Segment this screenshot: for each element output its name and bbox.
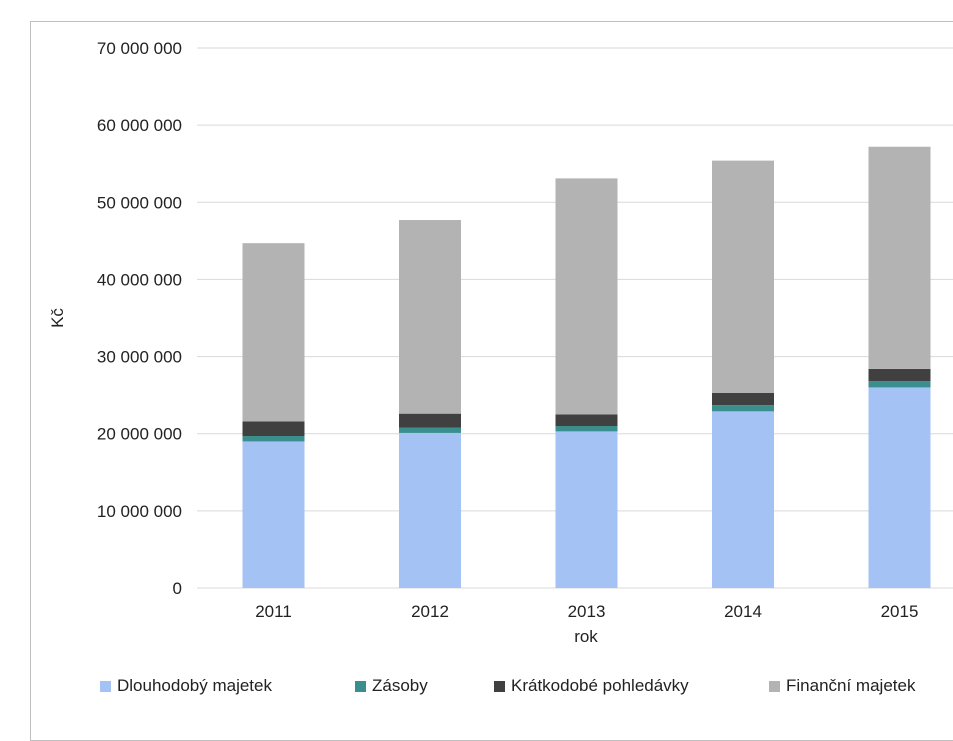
bar-segment	[712, 160, 774, 393]
legend-swatch	[100, 680, 111, 692]
x-tick-label: 2012	[411, 602, 449, 621]
legend-label: Krátkodobé pohledávky	[511, 676, 689, 695]
y-tick-label: 50 000 000	[97, 193, 182, 212]
x-axis-title: rok	[574, 627, 598, 646]
x-tick-label: 2013	[568, 602, 606, 621]
bars	[242, 146, 931, 588]
legend-item: Dlouhodobý majetek	[100, 676, 272, 696]
y-tick-label: 70 000 000	[97, 39, 182, 58]
bar-segment	[399, 220, 461, 414]
y-axis-title: Kč	[48, 308, 67, 328]
legend-swatch	[494, 680, 505, 692]
bar-segment	[242, 421, 305, 437]
bar-segment	[555, 178, 618, 415]
bar-segment	[242, 436, 305, 442]
y-tick-label: 0	[173, 579, 182, 598]
bar-segment	[868, 387, 931, 588]
y-tick-label: 10 000 000	[97, 502, 182, 521]
bar-segment	[712, 405, 774, 412]
bar-segment	[555, 414, 618, 426]
bar-segment	[399, 432, 461, 588]
bar-segment	[555, 431, 618, 588]
y-axis-tick-labels: 0 10 000 000 20 000 000 30 000 000 40 000 00…	[97, 39, 182, 598]
legend-item: Zásoby	[355, 676, 428, 696]
y-tick-label: 40 000 000	[97, 270, 182, 289]
legend-label: Zásoby	[372, 676, 428, 695]
x-tick-label: 2014	[724, 602, 762, 621]
bar-segment	[399, 413, 461, 428]
legend-label: Finanční majetek	[786, 676, 916, 695]
bar-segment	[868, 368, 931, 382]
bar-segment	[555, 426, 618, 432]
y-tick-label: 60 000 000	[97, 116, 182, 135]
legend-item: Krátkodobé pohledávky	[494, 676, 689, 696]
y-tick-label: 30 000 000	[97, 348, 182, 367]
bar-segment	[242, 243, 305, 422]
y-tick-label: 20 000 000	[97, 425, 182, 444]
bar-segment	[712, 392, 774, 406]
bar-segment	[868, 381, 931, 388]
legend-swatch	[769, 680, 780, 692]
legend-label: Dlouhodobý majetek	[117, 676, 272, 695]
legend: Dlouhodobý majetek Zásoby Krátkodobé pohle…	[0, 676, 953, 702]
stacked-bar-chart: 0 10 000 000 20 000 000 30 000 000 40 000 00…	[48, 39, 953, 646]
bar-segment	[242, 441, 305, 588]
x-tick-label: 2015	[881, 602, 919, 621]
x-axis-tick-labels: 2011 2012 2013 2014 2015	[255, 602, 918, 621]
bar-segment	[712, 411, 774, 588]
x-tick-label: 2011	[255, 602, 292, 621]
legend-swatch	[355, 680, 366, 692]
bar-segment	[399, 427, 461, 433]
bar-segment	[868, 146, 931, 369]
legend-item: Finanční majetek	[769, 676, 915, 696]
